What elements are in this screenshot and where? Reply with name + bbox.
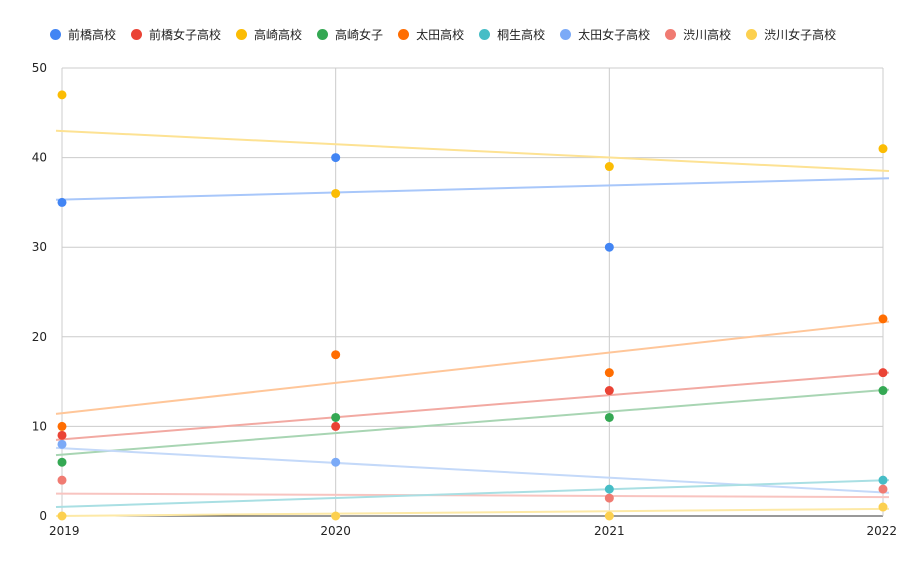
legend-label: 渋川女子高校 bbox=[764, 27, 837, 42]
y-tick-label: 40 bbox=[32, 151, 47, 165]
data-point bbox=[331, 511, 341, 521]
y-tick-label: 10 bbox=[32, 419, 47, 433]
legend-marker bbox=[665, 28, 677, 40]
data-point bbox=[57, 90, 67, 100]
data-point bbox=[878, 368, 888, 378]
legend-label: 前橋女子高校 bbox=[149, 27, 222, 42]
legend-label: 高崎女子 bbox=[335, 27, 384, 42]
x-tick-label: 2021 bbox=[594, 524, 625, 538]
legend: 前橋高校 前橋女子高校 高崎高校 高崎女子 太田高校 桐生高校 太田女子高校 渋川高校 渋川女子… bbox=[50, 24, 851, 44]
data-point bbox=[878, 484, 888, 494]
data-point bbox=[57, 197, 67, 207]
data-point bbox=[604, 386, 614, 396]
legend-item: 高崎女子 bbox=[317, 26, 383, 43]
legend-label: 高崎高校 bbox=[254, 27, 303, 42]
legend-item: 前橋高校 bbox=[50, 26, 116, 43]
trendline bbox=[55, 371, 890, 441]
legend-marker bbox=[746, 28, 758, 40]
data-point bbox=[604, 368, 614, 378]
data-point bbox=[604, 511, 614, 521]
data-point bbox=[331, 421, 341, 431]
data-point bbox=[878, 314, 888, 324]
trendline bbox=[55, 177, 890, 201]
legend-marker bbox=[560, 28, 572, 40]
data-point bbox=[331, 153, 341, 163]
data-point bbox=[604, 493, 614, 503]
legend-marker bbox=[50, 28, 61, 40]
legend-label: 桐生高校 bbox=[497, 27, 546, 42]
legend-item: 前橋女子高校 bbox=[131, 26, 221, 43]
legend-label: 渋川高校 bbox=[683, 27, 732, 42]
data-point bbox=[57, 439, 67, 449]
data-point bbox=[604, 162, 614, 172]
legend-marker bbox=[317, 28, 329, 40]
y-tick-label: 20 bbox=[32, 330, 47, 344]
legend-item: 桐生高校 bbox=[479, 26, 545, 43]
legend-marker bbox=[131, 28, 143, 40]
legend-item: 太田女子高校 bbox=[560, 26, 650, 43]
x-tick-label: 2019 bbox=[49, 524, 80, 538]
trendline bbox=[55, 479, 890, 509]
y-tick-label: 30 bbox=[32, 240, 47, 254]
y-tick-label: 0 bbox=[39, 509, 47, 523]
x-tick-label: 2022 bbox=[866, 524, 897, 538]
data-point bbox=[878, 144, 888, 154]
legend-item: 渋川高校 bbox=[665, 26, 731, 43]
legend-label: 太田女子高校 bbox=[578, 27, 651, 42]
trendline bbox=[55, 320, 890, 415]
trendline bbox=[55, 507, 890, 517]
data-point bbox=[604, 242, 614, 252]
data-point bbox=[331, 457, 341, 467]
x-tick-label: 2020 bbox=[320, 524, 351, 538]
data-point bbox=[57, 475, 67, 485]
legend-label: 前橋高校 bbox=[68, 27, 117, 42]
data-point bbox=[331, 350, 341, 360]
trendline bbox=[55, 388, 890, 457]
trendline bbox=[55, 446, 890, 494]
data-point bbox=[331, 412, 341, 422]
data-point bbox=[57, 457, 67, 467]
data-point bbox=[331, 188, 341, 198]
legend-label: 太田高校 bbox=[416, 27, 465, 42]
data-point bbox=[878, 386, 888, 396]
legend-item: 太田高校 bbox=[398, 26, 464, 43]
legend-item: 渋川女子高校 bbox=[746, 26, 836, 43]
trendline bbox=[55, 492, 890, 499]
legend-item: 高崎高校 bbox=[236, 26, 302, 43]
legend-marker bbox=[398, 28, 410, 40]
legend-marker bbox=[479, 28, 491, 40]
y-tick-label: 50 bbox=[32, 61, 47, 75]
trendline bbox=[55, 129, 890, 173]
data-point bbox=[57, 421, 67, 431]
data-point bbox=[604, 484, 614, 494]
data-point bbox=[57, 511, 67, 521]
data-point bbox=[878, 502, 888, 512]
legend-marker bbox=[236, 28, 248, 40]
data-point bbox=[57, 430, 67, 440]
data-point bbox=[604, 412, 614, 422]
data-point bbox=[878, 475, 888, 485]
